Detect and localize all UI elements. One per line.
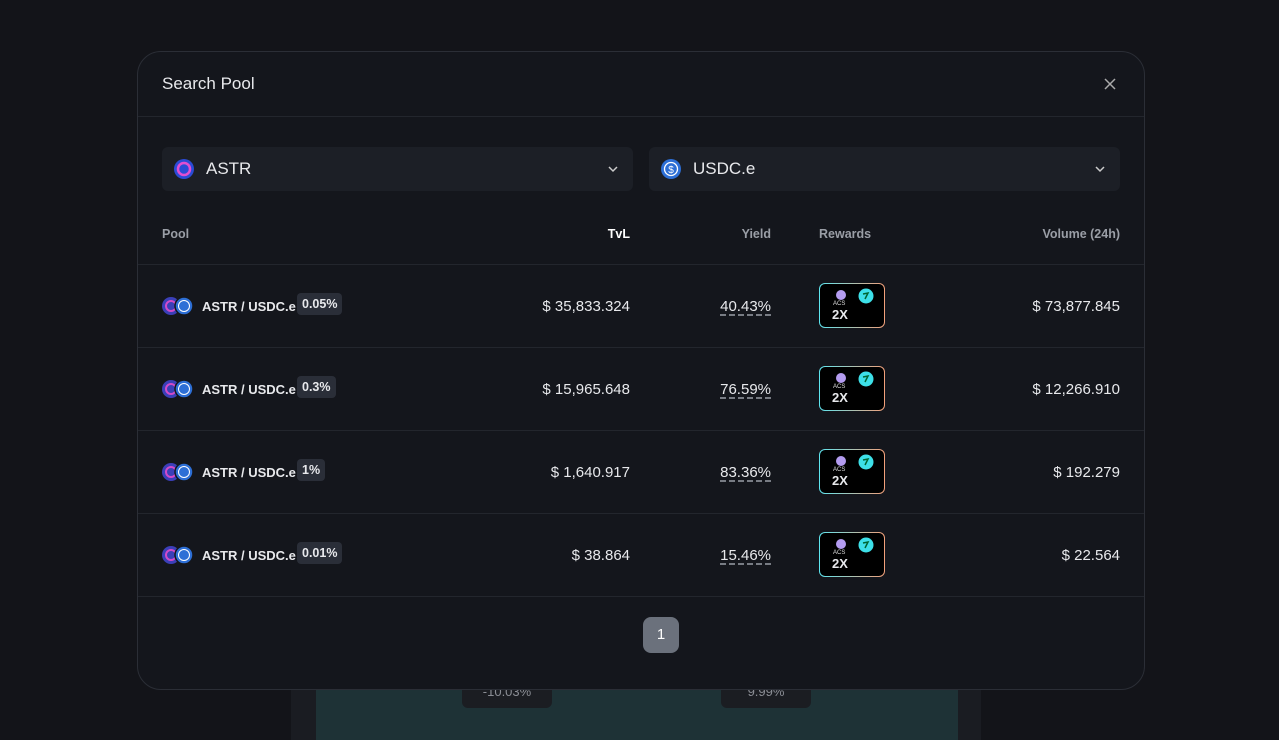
tvl: $ 1,640.917 [550,464,630,481]
reward-icon [858,288,874,304]
search-pool-modal: Search Pool ASTR $ USDC.e Pool TvL Yield… [137,51,1145,690]
reward-icon [858,371,874,387]
yield[interactable]: 83.36% [720,464,771,481]
select-label: ASTR [206,159,252,178]
pool-row[interactable]: ASTR / USDC.e 1% $ 1,640.917 83.36% ACS … [138,430,1144,514]
reward-multiplier: 2X [832,556,848,571]
pair-icons [162,462,194,482]
reward-icon [836,290,846,300]
fee-tag: 1% [297,459,326,481]
pair-name: ASTR / USDC.e [202,465,296,480]
volume: $ 192.279 [1053,464,1120,481]
fee-tag: 0.3% [297,376,336,398]
page-button[interactable]: 1 [643,617,679,653]
yield[interactable]: 40.43% [720,298,771,315]
astr-icon [174,159,194,179]
pair-name: ASTR / USDC.e [202,548,296,563]
column-header[interactable]: Volume (24h) [1042,227,1120,241]
reward-icon [836,539,846,549]
modal-title: Search Pool [162,74,255,93]
reward-icon [858,454,874,470]
rewards-badge[interactable]: ACS 2X [819,532,885,577]
select-label: USDC.e [693,159,756,178]
reward-token: ACS [833,467,846,473]
usdc-icon: $ [661,159,681,179]
reward-token: ACS [833,301,846,307]
tvl: $ 38.864 [571,547,630,564]
column-header: Rewards [819,227,872,241]
tvl: $ 35,833.324 [542,298,630,315]
reward-icon [858,537,874,553]
svg-text:$: $ [668,165,674,176]
yield[interactable]: 15.46% [720,547,771,564]
divider [138,596,1144,597]
reward-token: ACS [833,550,846,556]
rewards-badge[interactable]: ACS 2X [819,366,885,411]
column-header[interactable]: Yield [741,227,771,241]
reward-icon [836,373,846,383]
reward-token: ACS [833,384,846,390]
reward-icon [836,456,846,466]
rewards-badge[interactable]: ACS 2X [819,283,885,328]
reward-multiplier: 2X [832,307,848,322]
background-chart [316,680,958,740]
pool-row[interactable]: ASTR / USDC.e 0.01% $ 38.864 15.46% ACS … [138,513,1144,597]
token-select[interactable]: ASTR [162,147,633,191]
column-header[interactable]: TvL [607,227,630,241]
chevron [608,166,618,173]
reward-multiplier: 2X [832,473,848,488]
volume: $ 12,266.910 [1032,381,1120,398]
reward-multiplier: 2X [832,390,848,405]
chevron [1095,166,1105,173]
volume: $ 22.564 [1061,547,1120,564]
pair-icons [162,379,194,399]
divider [138,116,1144,117]
tvl: $ 15,965.648 [542,381,630,398]
token-select[interactable]: $ USDC.e [649,147,1120,191]
fee-tag: 0.05% [297,293,343,315]
yield[interactable]: 76.59% [720,381,771,398]
volume: $ 73,877.845 [1032,298,1120,315]
pair-icons [162,545,194,565]
rewards-badge[interactable]: ACS 2X [819,449,885,494]
pair-name: ASTR / USDC.e [202,299,296,314]
fee-tag: 0.01% [297,542,343,564]
pool-row[interactable]: ASTR / USDC.e 0.3% $ 15,965.648 76.59% A… [138,347,1144,431]
column-header: Pool [162,227,190,241]
pair-name: ASTR / USDC.e [202,382,296,397]
pool-row[interactable]: ASTR / USDC.e 0.05% $ 35,833.324 40.43% … [138,264,1144,348]
pair-icons [162,296,194,316]
close-button[interactable] [1098,72,1122,96]
